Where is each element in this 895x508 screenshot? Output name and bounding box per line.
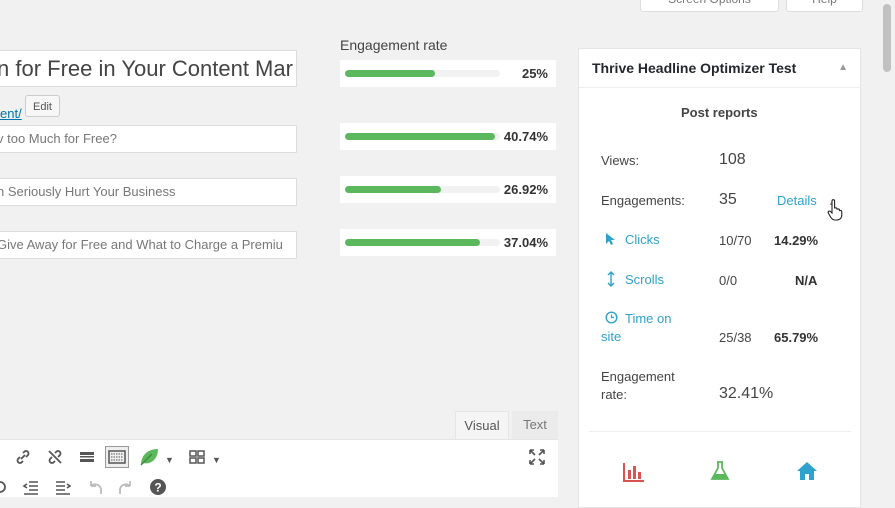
undo-icon[interactable] xyxy=(86,478,104,502)
thrive-headline-panel: Thrive Headline Optimizer Test ▲ Post re… xyxy=(578,48,861,508)
engagement-bar-track xyxy=(345,70,500,77)
engagement-percent: 25% xyxy=(521,66,548,81)
panel-header[interactable]: Thrive Headline Optimizer Test ▲ xyxy=(579,49,860,88)
engagement-row: 25% xyxy=(340,60,556,87)
scrolls-link[interactable]: Scrolls xyxy=(625,272,665,287)
scroll-vertical-icon xyxy=(607,271,615,292)
leaf-dropdown-icon[interactable]: ▼ xyxy=(165,455,174,465)
grid-dropdown-icon[interactable]: ▼ xyxy=(212,455,221,465)
details-link[interactable]: Details xyxy=(777,193,817,208)
flask-icon[interactable] xyxy=(710,461,730,486)
engagement-row: 37.04% xyxy=(340,229,556,256)
engagement-rate-heading: Engagement rate xyxy=(340,37,448,53)
engagement-percent: 26.92% xyxy=(503,182,548,197)
engagement-rate-label-line2: rate: xyxy=(601,387,628,402)
time-on-site-link-line2[interactable]: site xyxy=(601,329,622,344)
views-value: 108 xyxy=(719,151,746,168)
screen-options-button[interactable]: Screen Options xyxy=(640,0,779,12)
help-button[interactable]: Help xyxy=(786,0,863,12)
help-icon[interactable]: ? xyxy=(149,478,167,502)
clicks-link[interactable]: Clicks xyxy=(625,232,660,247)
hand-cursor-icon xyxy=(827,199,843,226)
grid-icon[interactable] xyxy=(188,448,206,472)
unlink-icon[interactable] xyxy=(46,448,64,472)
time-on-site-count: 25/38 xyxy=(719,330,752,345)
clicks-count: 10/70 xyxy=(719,233,752,248)
home-icon[interactable] xyxy=(796,461,818,486)
bar-chart-icon[interactable] xyxy=(623,462,645,487)
insert-link-icon[interactable] xyxy=(14,448,32,472)
variation-input-2[interactable]: n Seriously Hurt Your Business xyxy=(0,178,297,206)
tab-visual[interactable]: Visual xyxy=(455,411,509,439)
scrolls-count: 0/0 xyxy=(719,273,738,288)
time-on-site-percent: 65.79% xyxy=(774,330,819,345)
read-more-icon[interactable] xyxy=(78,448,96,472)
engagements-value: 35 xyxy=(719,191,737,208)
clock-icon xyxy=(605,311,618,329)
indent-icon[interactable] xyxy=(54,478,72,502)
scrollbar-thumb[interactable] xyxy=(883,4,891,72)
engagement-bar-track xyxy=(345,186,500,193)
collapse-toggle-icon[interactable]: ▲ xyxy=(838,62,848,73)
variation-input-3[interactable]: Give Away for Free and What to Charge a … xyxy=(0,231,297,259)
engagements-label: Engagements: xyxy=(601,193,685,208)
outdent-icon[interactable] xyxy=(22,478,40,502)
title-input[interactable]: n for Free in Your Content Mar xyxy=(0,50,297,87)
views-label: Views: xyxy=(601,153,640,168)
clicks-percent: 14.29% xyxy=(774,233,819,248)
special-char-icon[interactable] xyxy=(0,478,10,502)
page-scrollbar[interactable] xyxy=(880,0,895,496)
engagement-row: 26.92% xyxy=(340,176,556,203)
engagement-bar-fill xyxy=(345,239,480,246)
engagement-row: 40.74% xyxy=(340,123,556,150)
leaf-icon[interactable] xyxy=(138,446,160,474)
fullscreen-icon[interactable] xyxy=(528,448,546,472)
scrolls-percent: N/A xyxy=(795,273,818,288)
redo-icon[interactable] xyxy=(117,478,135,502)
variation-input-1[interactable]: v too Much for Free? xyxy=(0,125,297,153)
svg-text:?: ? xyxy=(154,481,161,495)
cursor-pointer-icon xyxy=(605,232,615,251)
editor-toolbar: ▼ ▼ ? xyxy=(0,439,558,497)
tab-text[interactable]: Text xyxy=(512,411,558,439)
engagement-bar-track xyxy=(345,133,500,140)
post-reports-heading: Post reports xyxy=(681,105,758,120)
engagement-rate-label: Engagement xyxy=(601,369,675,384)
engagement-bar-fill xyxy=(345,70,435,77)
engagement-percent: 40.74% xyxy=(503,129,548,144)
panel-divider xyxy=(589,431,851,432)
time-on-site-link[interactable]: Time on xyxy=(625,311,672,326)
edit-permalink-button[interactable]: Edit xyxy=(25,95,60,117)
toolbar-toggle-icon[interactable] xyxy=(105,446,129,468)
engagement-bar-track xyxy=(345,239,500,246)
panel-title: Thrive Headline Optimizer Test xyxy=(592,60,797,76)
engagement-bar-fill xyxy=(345,186,442,193)
permalink-link[interactable]: ent/ xyxy=(0,106,22,121)
engagement-bar-fill xyxy=(345,133,496,140)
engagement-rate-value: 32.41% xyxy=(719,385,774,402)
engagement-percent: 37.04% xyxy=(503,235,548,250)
